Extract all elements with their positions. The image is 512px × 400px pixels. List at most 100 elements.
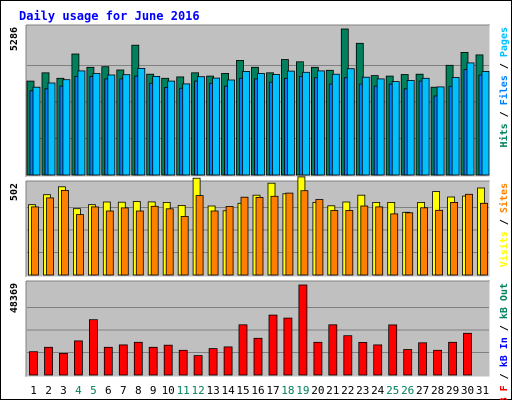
bar-kb-f-day-15 (238, 324, 248, 376)
x-label-day-31: 31 (476, 384, 489, 397)
bar-sites-day-7 (120, 207, 129, 276)
y-max-label: 48369 (9, 283, 20, 313)
bar-pages-day-1 (32, 86, 41, 176)
bar-kb-f-day-29 (448, 341, 458, 376)
bar-kb-f-day-14 (223, 346, 233, 376)
bar-sites-day-21 (330, 210, 339, 276)
chart-title: Daily usage for June 2016 (19, 9, 200, 23)
legend-entry: Files (498, 75, 510, 105)
bar-pages-day-9 (152, 76, 161, 176)
bar-sites-day-13 (210, 210, 219, 276)
bar-kb-f-day-13 (208, 348, 218, 376)
x-label-day-1: 1 (30, 384, 37, 397)
bar-sites-day-15 (240, 196, 249, 276)
bar-sites-day-27 (420, 207, 429, 276)
bar-sites-day-26 (405, 212, 414, 276)
bar-kb-f-day-2 (44, 346, 53, 376)
bar-kb-f-day-21 (328, 324, 338, 376)
bar-pages-day-16 (257, 73, 265, 176)
bar-kb-f-day-18 (283, 317, 293, 376)
bar-kb-f-day-17 (268, 314, 278, 376)
bar-pages-day-31 (481, 71, 490, 176)
bar-pages-day-25 (391, 81, 400, 176)
bar-pages-day-23 (361, 76, 370, 176)
bar-kb-f-day-5 (89, 319, 98, 376)
bar-sites-day-12 (195, 195, 204, 276)
bar-kb-f-day-16 (253, 337, 263, 376)
bar-sites-day-29 (450, 201, 459, 276)
bar-sites-day-11 (180, 215, 189, 276)
x-axis-labels: 1 2 3 4 5 6 7 8 9 10 11 12 13 14 15 16 17 18 19 20 21 22 23 24 2… (30, 384, 489, 397)
x-label-day-9: 9 (150, 384, 157, 397)
x-label-day-20: 20 (311, 384, 324, 397)
bar-sites-day-10 (165, 208, 174, 276)
bar-sites-day-4 (76, 214, 84, 276)
bar-kb-f-day-28 (433, 349, 443, 376)
bar-kb-f-day-27 (418, 342, 428, 376)
bar-sites-day-1 (31, 206, 39, 276)
bar-pages-day-11 (182, 83, 191, 176)
bar-sites-day-6 (105, 210, 114, 276)
legend-entry: Pages (499, 27, 510, 57)
x-label-day-26: 26 (401, 384, 414, 397)
y-max-label: 5286 (9, 27, 20, 51)
bar-kb-f-day-20 (313, 341, 323, 376)
bar-kb-f-day-10 (163, 344, 173, 376)
bar-sites-day-3 (61, 189, 69, 276)
x-label-day-6: 6 (105, 384, 112, 397)
bar-kb-f-day-30 (463, 332, 472, 376)
bar-pages-day-12 (197, 76, 206, 176)
bar-kb-f-day-4 (74, 340, 83, 376)
x-label-day-3: 3 (60, 384, 67, 397)
y-max-label: 502 (9, 183, 20, 201)
bar-kb-f-day-7 (118, 344, 128, 376)
x-label-day-25: 25 (386, 384, 399, 397)
bar-pages-day-30 (466, 62, 475, 176)
bar-kb-f-day-23 (358, 341, 368, 376)
bar-sites-day-9 (150, 205, 159, 276)
bar-pages-day-26 (406, 80, 415, 176)
chart-panels: 5286 Hits / Files / Pages 502 Visits / Site… (9, 24, 510, 400)
legend-entry: / (499, 319, 510, 337)
bar-sites-day-17 (270, 195, 279, 276)
x-label-day-12: 12 (191, 384, 204, 397)
legend-entry: / (499, 213, 510, 231)
bar-pages-day-4 (77, 70, 86, 176)
bar-pages-day-15 (242, 71, 250, 176)
legend-visits-sites: Visits / Sites (498, 183, 510, 267)
bar-pages-day-19 (301, 71, 310, 176)
x-label-day-2: 2 (45, 384, 52, 397)
legend-entry: Sites (498, 183, 510, 213)
bar-sites-day-24 (375, 206, 384, 276)
legend-hits-files-pages: Hits / Files / Pages (498, 27, 510, 147)
x-label-day-13: 13 (206, 384, 219, 397)
bar-sites-day-23 (360, 205, 369, 276)
legend-entry: Hits (498, 123, 510, 147)
bar-kb-f-day-3 (59, 352, 68, 376)
bar-sites-day-18 (285, 192, 294, 276)
x-label-day-14: 14 (221, 384, 235, 397)
legend-entry: / (499, 367, 510, 385)
x-label-day-21: 21 (326, 384, 339, 397)
x-label-day-22: 22 (341, 384, 354, 397)
bar-pages-day-6 (107, 74, 116, 176)
panel-visits-sites: 502 Visits / Sites (9, 176, 510, 278)
bar-pages-day-28 (436, 86, 445, 176)
x-label-day-28: 28 (431, 384, 444, 397)
bar-sites-day-16 (255, 196, 264, 276)
bar-sites-day-5 (91, 206, 99, 276)
bar-pages-day-5 (92, 73, 101, 176)
bar-sites-day-20 (315, 199, 324, 276)
x-label-day-4: 4 (75, 384, 82, 397)
bar-pages-day-20 (316, 70, 325, 176)
legend-entry: / (499, 57, 510, 75)
legend-entry: kB F (499, 385, 510, 400)
bar-pages-day-17 (272, 74, 280, 176)
bar-kb-f-day-6 (103, 346, 113, 376)
bar-kb-f-day-25 (388, 324, 398, 376)
bar-pages-day-22 (346, 68, 355, 176)
bar-pages-day-27 (421, 77, 430, 176)
x-label-day-18: 18 (281, 384, 294, 397)
